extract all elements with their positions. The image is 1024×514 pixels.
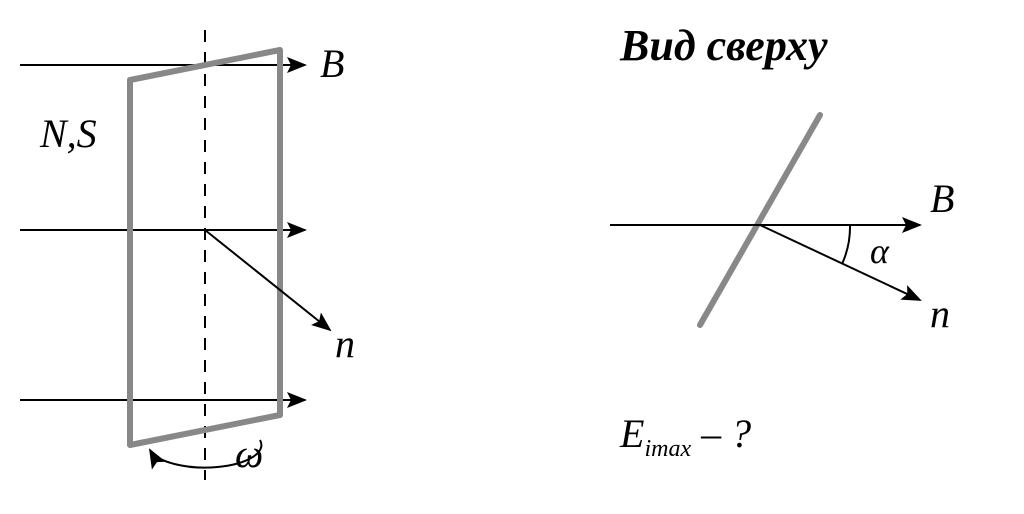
coil-top-view [700,115,820,325]
label-n-right: n [930,290,950,337]
label-NS: N,S [40,110,97,157]
title-top-view: Вид сверху [620,20,827,71]
label-omega: ω [235,430,263,477]
label-B-right: B [930,175,954,222]
alpha-arc [842,225,850,264]
label-n-left: n [335,320,355,367]
label-alpha: α [870,230,889,272]
label-B-left: B [320,40,344,87]
normal-vector-left [205,230,330,330]
normal-vector-right [760,225,920,300]
label-Eimax: Eimax – ? [620,410,751,463]
